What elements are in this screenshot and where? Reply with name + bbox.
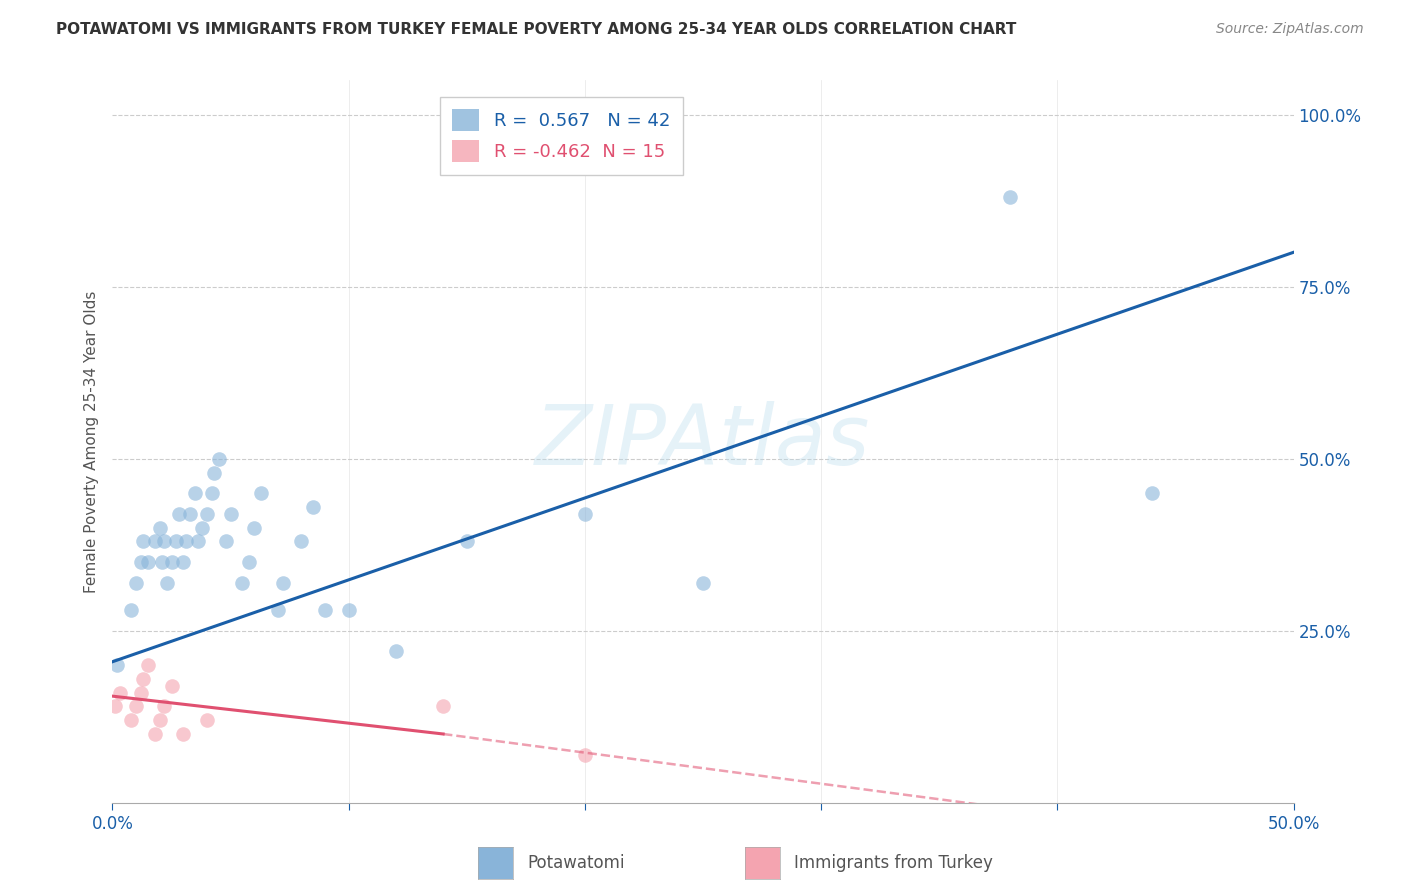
- Point: [172, 555, 194, 569]
- Point: [238, 555, 260, 569]
- Point: [195, 713, 218, 727]
- Point: [574, 747, 596, 762]
- Point: [153, 534, 176, 549]
- Point: [337, 603, 360, 617]
- Point: [136, 555, 159, 569]
- Legend: R =  0.567   N = 42, R = -0.462  N = 15: R = 0.567 N = 42, R = -0.462 N = 15: [440, 96, 683, 175]
- Point: [149, 520, 172, 534]
- Text: Potawatomi: Potawatomi: [527, 854, 624, 871]
- Point: [208, 451, 231, 466]
- Point: [184, 486, 207, 500]
- Point: [432, 699, 454, 714]
- Text: POTAWATOMI VS IMMIGRANTS FROM TURKEY FEMALE POVERTY AMONG 25-34 YEAR OLDS CORREL: POTAWATOMI VS IMMIGRANTS FROM TURKEY FEM…: [56, 22, 1017, 37]
- Point: [136, 658, 159, 673]
- Point: [692, 575, 714, 590]
- Y-axis label: Female Poverty Among 25-34 Year Olds: Female Poverty Among 25-34 Year Olds: [83, 291, 98, 592]
- Point: [149, 713, 172, 727]
- Point: [271, 575, 294, 590]
- Point: [105, 658, 128, 673]
- Point: [186, 534, 208, 549]
- Point: [156, 575, 179, 590]
- Point: [191, 520, 214, 534]
- Point: [267, 603, 290, 617]
- Text: Immigrants from Turkey: Immigrants from Turkey: [794, 854, 993, 871]
- Point: [167, 507, 190, 521]
- Point: [129, 686, 152, 700]
- Text: ZIPAtlas: ZIPAtlas: [536, 401, 870, 482]
- Point: [574, 507, 596, 521]
- Point: [179, 507, 201, 521]
- Point: [153, 699, 176, 714]
- Point: [250, 486, 273, 500]
- Point: [314, 603, 336, 617]
- Point: [132, 534, 155, 549]
- Point: [1140, 486, 1163, 500]
- Point: [302, 500, 325, 514]
- Point: [129, 555, 152, 569]
- Point: [172, 727, 194, 741]
- Point: [150, 555, 173, 569]
- Point: [125, 575, 148, 590]
- Point: [160, 679, 183, 693]
- Point: [456, 534, 478, 549]
- Point: [125, 699, 148, 714]
- Point: [143, 534, 166, 549]
- Point: [120, 713, 142, 727]
- Point: [165, 534, 187, 549]
- Point: [290, 534, 312, 549]
- Point: [195, 507, 218, 521]
- Point: [243, 520, 266, 534]
- Point: [174, 534, 197, 549]
- Point: [143, 727, 166, 741]
- Point: [160, 555, 183, 569]
- Point: [215, 534, 238, 549]
- Point: [385, 644, 408, 658]
- Point: [132, 672, 155, 686]
- Point: [108, 686, 131, 700]
- Text: Source: ZipAtlas.com: Source: ZipAtlas.com: [1216, 22, 1364, 37]
- Point: [120, 603, 142, 617]
- Point: [219, 507, 242, 521]
- Point: [231, 575, 253, 590]
- Point: [104, 699, 127, 714]
- Point: [998, 190, 1021, 204]
- Point: [202, 466, 225, 480]
- Point: [201, 486, 224, 500]
